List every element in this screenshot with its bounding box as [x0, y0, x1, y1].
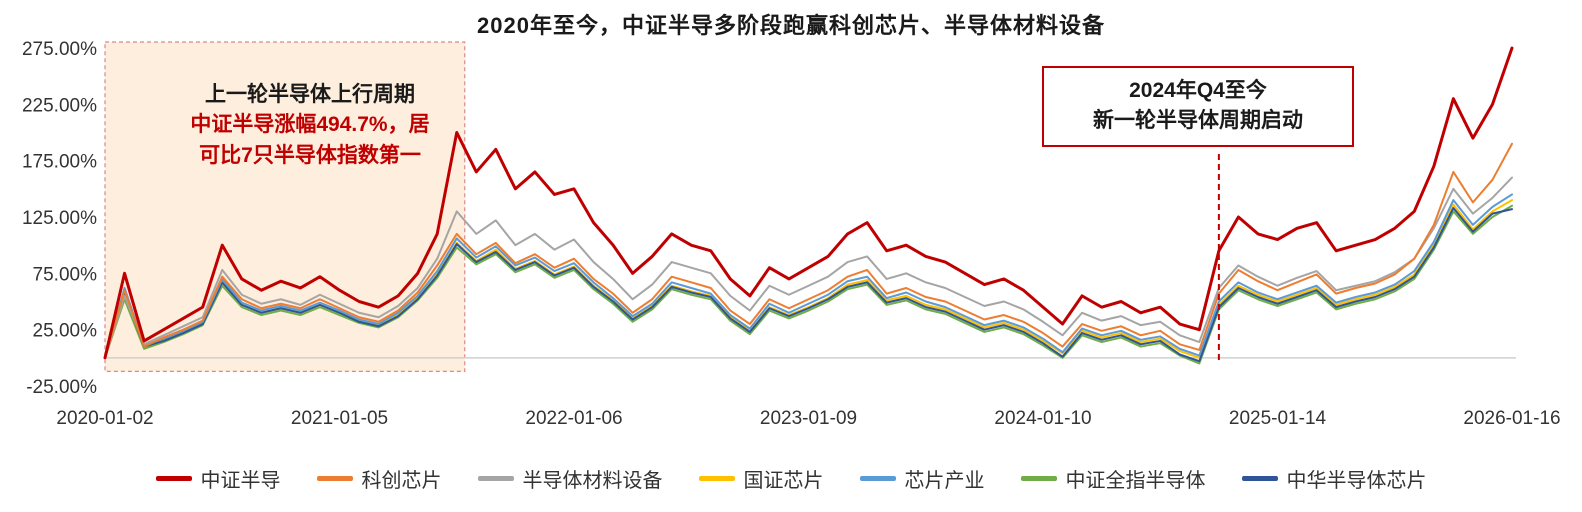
y-axis-label: 75.00%	[33, 264, 98, 285]
legend-line-swatch	[698, 476, 735, 481]
annotation-previous-cycle-line1: 上一轮半导体上行周期	[205, 83, 415, 106]
legend-line-swatch	[316, 476, 353, 481]
series-line-2	[104, 176, 1513, 359]
legend-line-swatch	[155, 476, 192, 481]
annotation-new-cycle-line1: 2024年Q4至今	[1129, 79, 1267, 102]
legend-label: 科创芯片	[361, 470, 442, 492]
y-axis-label: 175.00%	[22, 152, 97, 173]
series-line-6	[104, 206, 1513, 363]
highlight-region-previous-cycle	[104, 41, 466, 372]
legend-line-swatch	[1241, 476, 1278, 481]
series-line-5	[104, 204, 1513, 365]
x-axis-label: 2025-01-14	[1229, 408, 1327, 429]
y-axis-label: 125.00%	[22, 208, 97, 229]
legend-label: 中华半导体芯片	[1286, 470, 1427, 492]
x-axis-label: 2026-01-16	[1463, 408, 1560, 429]
legend-label: 半导体材料设备	[522, 470, 663, 492]
performance-line-chart: -25.00% 25.00% 75.00% 125.00% 175.00% 225.00%…	[22, 39, 1561, 429]
legend-label: 芯片产业	[904, 470, 985, 492]
y-axis-label: 25.00%	[33, 321, 98, 342]
y-axis-label: 225.00%	[22, 95, 97, 116]
series-line-1	[104, 142, 1513, 359]
y-axis-label: 275.00%	[22, 39, 97, 60]
x-axis-label: 2021-01-05	[291, 408, 388, 429]
annotation-previous-cycle-line3: 可比7只半导体指数第一	[199, 143, 421, 167]
series-line-0	[103, 46, 1514, 360]
legend-label: 中证全指半导体	[1065, 470, 1206, 492]
legend-item-guozheng-xinpian: 国证芯片	[698, 464, 824, 493]
legend-item-xinpian-chanye: 芯片产业	[859, 464, 985, 493]
legend-line-swatch	[477, 476, 514, 481]
legend-label: 中证半导	[200, 470, 281, 492]
annotation-new-cycle-box: 2024年Q4至今 新一轮半导体周期启动	[1042, 66, 1354, 147]
annotation-previous-cycle: 上一轮半导体上行周期 中证半导涨幅494.7%，居 可比7只半导体指数第一	[135, 80, 485, 171]
legend-item-zhongzheng-bandao: 中证半导	[155, 464, 281, 493]
legend-item-zhonghua-bandaoti: 中华半导体芯片	[1241, 464, 1427, 493]
series-line-4	[104, 193, 1513, 359]
x-axis-label: 2022-01-06	[525, 408, 622, 429]
legend-item-cailiao-shebei: 半导体材料设备	[477, 464, 663, 493]
legend-item-quanzhi-bandaoti: 中证全指半导体	[1020, 464, 1206, 493]
chart-title: 2020年至今，中证半导多阶段跑赢科创芯片、半导体材料设备	[477, 13, 1105, 38]
annotation-previous-cycle-line2: 中证半导涨幅494.7%，居	[190, 113, 430, 137]
x-axis-label: 2020-01-02	[56, 408, 153, 429]
legend: 中证半导 科创芯片 半导体材料设备 国证芯片 芯片产业 中证全指半导体 中华半导…	[0, 464, 1582, 493]
legend-line-swatch	[1020, 476, 1057, 481]
x-axis-label: 2024-01-10	[994, 408, 1091, 429]
y-axis-label: -25.00%	[26, 377, 97, 398]
annotation-new-cycle-line2: 新一轮半导体周期启动	[1093, 109, 1303, 133]
x-axis-label: 2023-01-09	[760, 408, 857, 429]
legend-label: 国证芯片	[743, 470, 824, 492]
legend-item-kechuang-xinpian: 科创芯片	[316, 464, 442, 493]
legend-line-swatch	[859, 476, 896, 481]
